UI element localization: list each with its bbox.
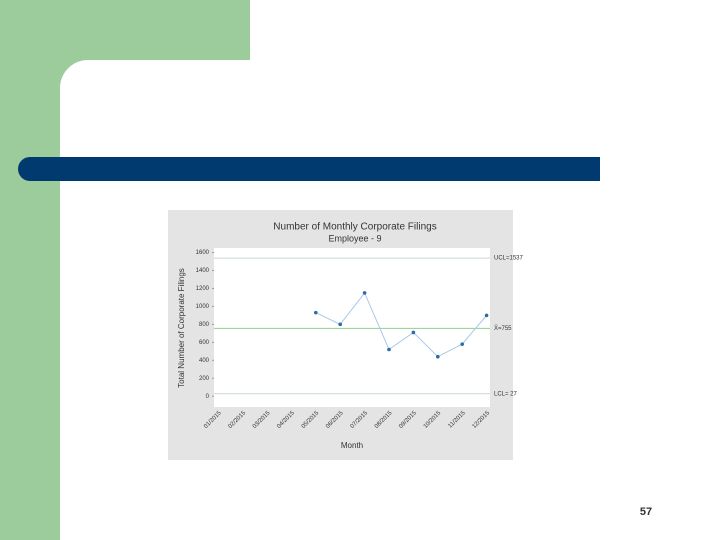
y-tick-label: 1200	[196, 286, 210, 292]
point	[411, 330, 416, 335]
y-tick-label: 1600	[196, 250, 210, 256]
header-bar	[18, 157, 600, 181]
point	[338, 322, 343, 327]
y-tick-label: 800	[199, 322, 210, 328]
y-tick-label: 200	[199, 376, 210, 382]
y-tick-label: 1000	[196, 304, 210, 310]
chart-subtitle: Employee - 9	[328, 233, 381, 243]
point	[436, 354, 440, 359]
side-band	[0, 0, 60, 540]
point	[460, 342, 465, 346]
point	[362, 291, 367, 295]
top-band	[0, 0, 250, 60]
point	[387, 347, 391, 352]
corner	[60, 60, 90, 90]
y-tick-label: 1400	[196, 268, 210, 274]
x-axis-label: Month	[341, 441, 363, 450]
y-axis-label: Total Number of Corporate Filings	[177, 268, 186, 388]
point	[484, 313, 489, 318]
control-label: X̄=755	[494, 325, 512, 332]
y-tick-label: 400	[199, 358, 210, 364]
plot-area	[214, 248, 490, 407]
series-line	[315, 291, 487, 358]
y-tick-label: 600	[199, 340, 210, 346]
chart-title: Number of Monthly Corporate Filings	[273, 222, 436, 233]
point	[314, 310, 318, 315]
y-tick-label: 0	[206, 394, 210, 400]
control-label: LCL= 27	[494, 391, 518, 397]
control-label: UCL=1537	[494, 256, 524, 262]
page-number: 57	[640, 506, 652, 518]
